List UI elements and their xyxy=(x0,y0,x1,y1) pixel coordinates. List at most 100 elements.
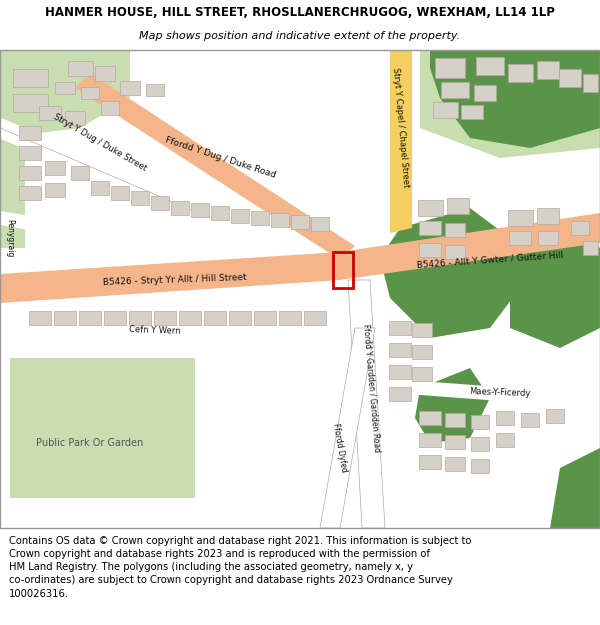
Bar xyxy=(45,183,65,197)
Bar xyxy=(435,58,465,78)
Text: B5426 - Stryt Yr Allt / Hill Street: B5426 - Stryt Yr Allt / Hill Street xyxy=(103,273,247,287)
Bar xyxy=(419,221,441,235)
Bar xyxy=(496,411,514,425)
Text: Ffordd Y Dug / Duke Road: Ffordd Y Dug / Duke Road xyxy=(164,136,277,180)
Text: Contains OS data © Crown copyright and database right 2021. This information is : Contains OS data © Crown copyright and d… xyxy=(9,536,472,599)
Bar xyxy=(546,409,564,423)
Bar xyxy=(389,365,411,379)
Bar xyxy=(474,85,496,101)
Bar xyxy=(120,81,140,95)
Bar xyxy=(79,311,101,325)
Bar xyxy=(559,69,581,87)
Bar xyxy=(271,213,289,227)
Text: Ffordd Dyfed: Ffordd Dyfed xyxy=(331,422,349,473)
Bar xyxy=(521,413,539,427)
Text: Cefn Y Wern: Cefn Y Wern xyxy=(129,324,181,336)
Bar xyxy=(81,87,99,99)
Bar xyxy=(131,191,149,205)
Bar xyxy=(583,74,598,92)
Bar xyxy=(445,223,465,237)
Bar xyxy=(254,311,276,325)
Bar xyxy=(333,252,353,288)
Polygon shape xyxy=(420,50,600,158)
Bar xyxy=(29,311,51,325)
Bar xyxy=(179,311,201,325)
Polygon shape xyxy=(510,228,600,348)
Bar xyxy=(433,102,458,118)
Bar xyxy=(471,415,489,429)
Bar xyxy=(419,411,441,425)
Bar xyxy=(91,181,109,195)
Bar xyxy=(583,241,598,255)
Bar xyxy=(419,455,441,469)
Bar xyxy=(45,161,65,175)
Bar xyxy=(537,208,559,224)
Text: Stryt Y Dug / Duke Street: Stryt Y Dug / Duke Street xyxy=(52,112,148,173)
Bar xyxy=(19,166,41,180)
Bar xyxy=(412,367,432,381)
Bar xyxy=(111,186,129,200)
Polygon shape xyxy=(320,328,375,528)
Bar xyxy=(441,82,469,98)
Bar xyxy=(419,433,441,447)
Bar xyxy=(496,433,514,447)
Polygon shape xyxy=(550,448,600,528)
Bar xyxy=(104,311,126,325)
Polygon shape xyxy=(75,73,355,260)
Bar xyxy=(19,126,41,140)
Bar xyxy=(279,311,301,325)
Polygon shape xyxy=(348,280,385,528)
Text: HANMER HOUSE, HILL STREET, RHOSLLANERCHRUGOG, WREXHAM, LL14 1LP: HANMER HOUSE, HILL STREET, RHOSLLANERCHR… xyxy=(45,6,555,19)
Bar xyxy=(508,64,533,82)
Bar xyxy=(54,311,76,325)
Polygon shape xyxy=(0,50,130,138)
Bar xyxy=(471,437,489,451)
Bar xyxy=(389,343,411,357)
Bar xyxy=(419,243,441,257)
Bar xyxy=(231,209,249,223)
Polygon shape xyxy=(380,208,520,338)
Bar xyxy=(71,166,89,180)
Text: Map shows position and indicative extent of the property.: Map shows position and indicative extent… xyxy=(139,31,461,41)
Text: Ffordd Y Gardden / Gardden Road: Ffordd Y Gardden / Gardden Road xyxy=(362,323,382,452)
Polygon shape xyxy=(430,50,600,148)
Bar xyxy=(13,94,47,112)
Bar xyxy=(538,231,558,245)
Bar xyxy=(154,311,176,325)
Text: Penygraig: Penygraig xyxy=(5,219,14,258)
Polygon shape xyxy=(340,213,600,280)
Bar xyxy=(95,66,115,81)
Bar xyxy=(39,106,61,120)
Bar xyxy=(19,146,41,160)
Polygon shape xyxy=(0,252,340,303)
Bar xyxy=(304,311,326,325)
Bar xyxy=(461,105,483,119)
Bar xyxy=(571,221,589,235)
Bar xyxy=(412,323,432,337)
Bar xyxy=(508,210,533,226)
Bar xyxy=(191,203,209,217)
Bar xyxy=(445,457,465,471)
Bar xyxy=(19,186,41,200)
Bar xyxy=(445,435,465,449)
Bar xyxy=(471,459,489,473)
Bar xyxy=(229,311,251,325)
Bar xyxy=(13,69,47,87)
Bar xyxy=(447,198,469,214)
Bar xyxy=(412,345,432,359)
Bar xyxy=(445,245,465,259)
Bar xyxy=(67,61,92,76)
Bar xyxy=(146,84,164,96)
Bar xyxy=(311,217,329,231)
Bar xyxy=(537,61,559,79)
Text: Maes-Y-Ficerdy: Maes-Y-Ficerdy xyxy=(469,388,531,399)
Bar xyxy=(171,201,189,215)
Text: B5426 - Allt Y Gwter / Gutter Hill: B5426 - Allt Y Gwter / Gutter Hill xyxy=(416,251,563,269)
Bar xyxy=(389,387,411,401)
Bar xyxy=(251,211,269,225)
Bar xyxy=(418,200,443,216)
Bar xyxy=(445,413,465,427)
Bar xyxy=(476,57,504,75)
Text: Stryt Y Capel / Chapel Street: Stryt Y Capel / Chapel Street xyxy=(391,68,411,188)
Polygon shape xyxy=(390,50,412,233)
